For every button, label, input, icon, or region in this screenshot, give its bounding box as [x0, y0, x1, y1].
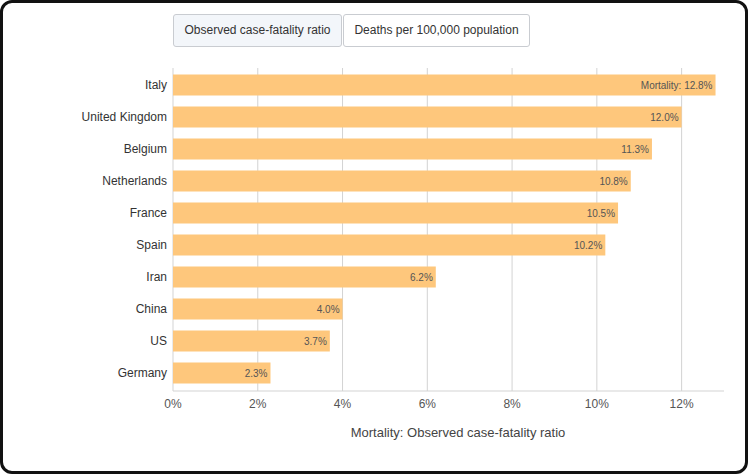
category-label: Germany — [118, 366, 167, 380]
tick-label: 10% — [585, 397, 609, 411]
category-label: Spain — [136, 238, 167, 252]
tick-label: 8% — [503, 397, 521, 411]
tick-label: 4% — [334, 397, 352, 411]
tick-label: 12% — [670, 397, 694, 411]
bar — [173, 331, 330, 352]
category-label: Italy — [145, 78, 167, 92]
data-label: 10.8% — [599, 176, 627, 187]
bar — [173, 299, 343, 320]
tab[interactable]: Deaths per 100,000 population — [343, 14, 530, 47]
axis-title: Mortality: Observed case-fatality ratio — [351, 425, 566, 440]
data-label: 10.5% — [587, 208, 615, 219]
category-label: Belgium — [124, 142, 167, 156]
data-label: 3.7% — [304, 336, 327, 347]
bar — [173, 267, 436, 288]
bar — [173, 203, 618, 224]
bar — [173, 363, 270, 384]
bars — [173, 75, 716, 384]
axis-line — [173, 391, 724, 392]
data-label: 6.2% — [410, 272, 433, 283]
bar — [173, 235, 605, 256]
data-label: 4.0% — [317, 304, 340, 315]
tab[interactable]: Observed case-fatality ratio — [173, 14, 342, 47]
category-label: France — [130, 206, 168, 220]
bar — [173, 107, 682, 128]
category-label: United Kingdom — [82, 110, 167, 124]
data-label: 10.2% — [574, 240, 602, 251]
tick-label: 6% — [419, 397, 437, 411]
bar — [173, 139, 652, 160]
data-label: 2.3% — [245, 368, 268, 379]
tick-label: 0% — [164, 397, 182, 411]
category-label: Iran — [146, 270, 167, 284]
category-label: US — [150, 334, 167, 348]
bar — [173, 75, 716, 96]
tick-label: 2% — [249, 397, 267, 411]
data-label: 12.0% — [650, 112, 678, 123]
bar — [173, 171, 631, 192]
data-label: Mortality: 12.8% — [641, 80, 713, 91]
chart: 0% 2% 4% 6% 8% 10% 12% Italy Mortality: 12.8% Uni… — [0, 0, 748, 474]
category-label: Netherlands — [102, 174, 167, 188]
data-label: 11.3% — [621, 144, 649, 155]
category-label: China — [136, 302, 168, 316]
